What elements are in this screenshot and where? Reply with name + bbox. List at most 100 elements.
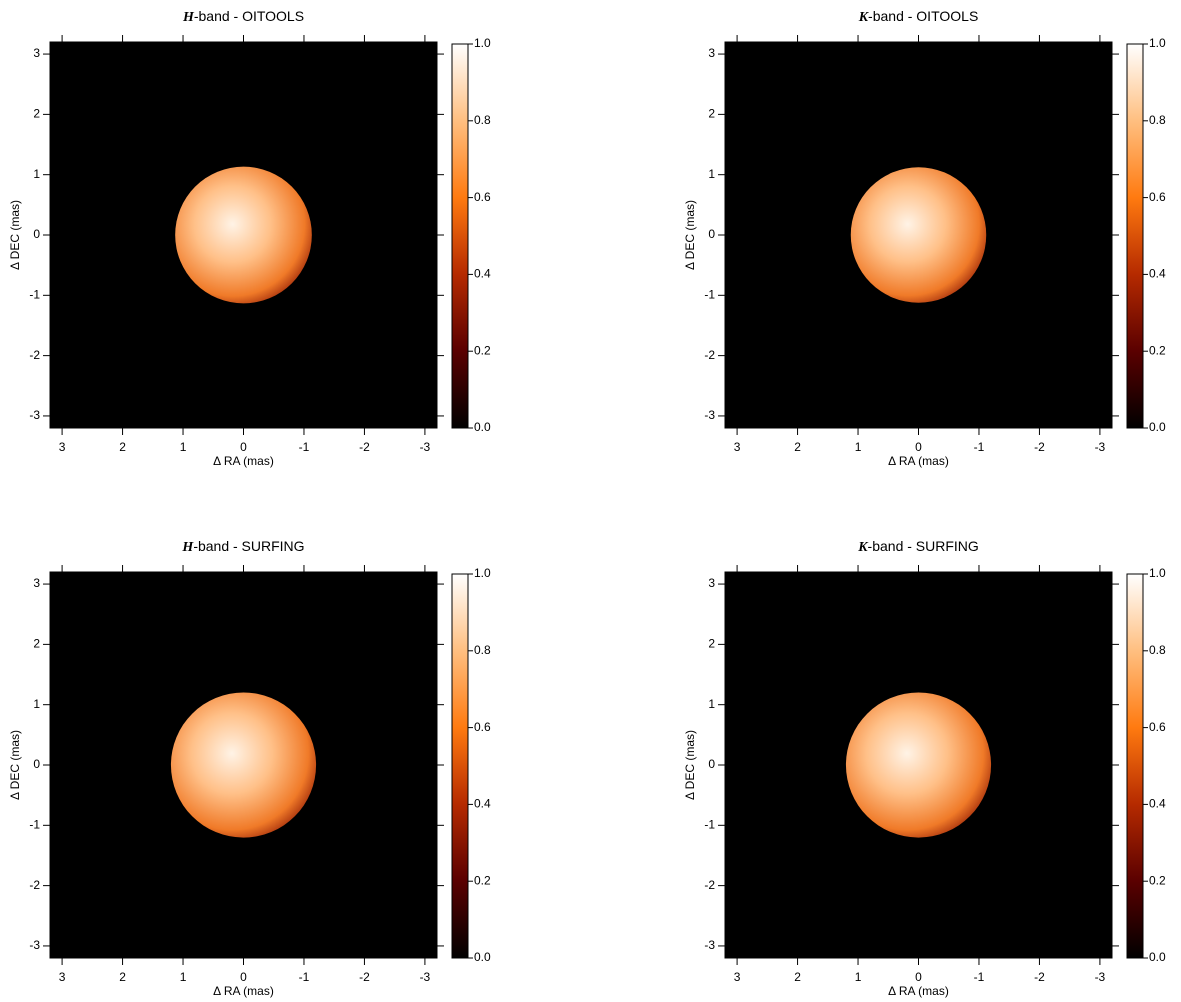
- colorbar: [1126, 573, 1144, 959]
- y-tick-label: 1: [708, 167, 715, 181]
- y-tick-label: 3: [708, 576, 715, 590]
- colorbar-tick-label: 0.6: [474, 190, 491, 204]
- y-tick-label: 3: [708, 46, 715, 60]
- x-tick-label: 2: [794, 970, 801, 984]
- x-tick-label: -1: [974, 440, 985, 454]
- x-tick-label: -2: [1034, 970, 1045, 984]
- y-tick-label: -2: [704, 878, 715, 892]
- y-tick-label: -1: [704, 287, 715, 301]
- y-tick-label: 0: [708, 757, 715, 771]
- x-tick-label: 0: [240, 970, 247, 984]
- x-tick-label: 3: [734, 970, 741, 984]
- stellar-disk: [170, 692, 317, 838]
- colorbar-tick-label: 0.2: [474, 873, 491, 887]
- y-tick-label: 1: [33, 697, 40, 711]
- colorbar-tick-label: 0.0: [474, 950, 491, 964]
- colorbar-tick-label: 0.8: [474, 643, 491, 657]
- x-tick-label: 1: [855, 440, 862, 454]
- x-axis-label: Δ RA (mas): [213, 984, 274, 998]
- x-tick-label: -2: [359, 970, 370, 984]
- y-tick-label: 0: [33, 227, 40, 241]
- x-tick-label: 2: [119, 440, 126, 454]
- colorbar-tick-label: 0.2: [474, 343, 491, 357]
- colorbar: [451, 573, 469, 959]
- stellar-disk: [845, 692, 992, 838]
- colorbar-tick-label: 0.0: [1149, 950, 1166, 964]
- x-tick-label: -2: [359, 440, 370, 454]
- x-tick-label: -3: [420, 970, 431, 984]
- y-tick-label: 2: [708, 107, 715, 121]
- colorbar-tick-label: 0.0: [1149, 420, 1166, 434]
- x-tick-label: 0: [915, 440, 922, 454]
- x-tick-label: 1: [180, 440, 187, 454]
- panel-title: H-band - OITOOLS: [182, 8, 305, 25]
- x-axis-label: Δ RA (mas): [888, 454, 949, 468]
- y-tick-label: 0: [708, 227, 715, 241]
- y-tick-label: -2: [29, 878, 40, 892]
- colorbar-tick-label: 0.4: [1149, 267, 1166, 281]
- colorbar-tick-label: 0.4: [1149, 797, 1166, 811]
- y-tick-label: -3: [29, 938, 40, 952]
- colorbar-tick-label: 1.0: [474, 566, 491, 580]
- x-tick-label: 3: [59, 970, 66, 984]
- y-axis-label: Δ DEC (mas): [8, 730, 22, 800]
- colorbar-tick-label: 1.0: [474, 36, 491, 50]
- colorbar: [451, 43, 469, 429]
- y-tick-label: 2: [33, 107, 40, 121]
- y-axis-label: Δ DEC (mas): [683, 730, 697, 800]
- y-tick-label: -3: [704, 408, 715, 422]
- y-tick-label: 1: [33, 167, 40, 181]
- colorbar-tick-label: 1.0: [1149, 566, 1166, 580]
- colorbar-tick-label: 0.6: [1149, 720, 1166, 734]
- colorbar-tick-label: 1.0: [1149, 36, 1166, 50]
- colorbar-tick-label: 0.8: [1149, 113, 1166, 127]
- colorbar-tick-label: 0.4: [474, 797, 491, 811]
- colorbar-tick-label: 0.6: [474, 720, 491, 734]
- x-tick-label: 3: [734, 440, 741, 454]
- x-tick-label: 2: [794, 440, 801, 454]
- y-tick-label: 2: [33, 637, 40, 651]
- y-tick-label: -2: [704, 348, 715, 362]
- y-tick-label: 1: [708, 697, 715, 711]
- y-axis-label: Δ DEC (mas): [683, 200, 697, 270]
- colorbar-tick-label: 0.0: [474, 420, 491, 434]
- colorbar-tick-label: 0.2: [1149, 873, 1166, 887]
- colorbar-tick-label: 0.4: [474, 267, 491, 281]
- y-tick-label: 2: [708, 637, 715, 651]
- colorbar-tick-label: 0.8: [474, 113, 491, 127]
- x-tick-label: 3: [59, 440, 66, 454]
- x-tick-label: -1: [974, 970, 985, 984]
- x-tick-label: 0: [915, 970, 922, 984]
- panel-title: K-band - OITOOLS: [858, 8, 979, 25]
- y-tick-label: -3: [29, 408, 40, 422]
- x-tick-label: 1: [180, 970, 187, 984]
- y-tick-label: -3: [704, 938, 715, 952]
- stellar-disk: [850, 167, 987, 303]
- colorbar-tick-label: 0.2: [1149, 343, 1166, 357]
- x-tick-label: 2: [119, 970, 126, 984]
- x-tick-label: 1: [855, 970, 862, 984]
- stellar-disk: [175, 166, 312, 304]
- y-tick-label: -2: [29, 348, 40, 362]
- x-tick-label: -1: [299, 970, 310, 984]
- panel-title: H-band - SURFING: [182, 538, 305, 555]
- x-axis-label: Δ RA (mas): [888, 984, 949, 998]
- y-tick-label: -1: [29, 817, 40, 831]
- colorbar-tick-label: 0.6: [1149, 190, 1166, 204]
- x-tick-label: -3: [1095, 440, 1106, 454]
- colorbar-tick-label: 0.8: [1149, 643, 1166, 657]
- panel-title: K-band - SURFING: [858, 538, 979, 555]
- y-tick-label: -1: [704, 817, 715, 831]
- x-tick-label: -1: [299, 440, 310, 454]
- y-tick-label: 3: [33, 46, 40, 60]
- x-tick-label: -3: [420, 440, 431, 454]
- y-axis-label: Δ DEC (mas): [8, 200, 22, 270]
- colorbar: [1126, 43, 1144, 429]
- y-tick-label: 3: [33, 576, 40, 590]
- y-tick-label: 0: [33, 757, 40, 771]
- x-tick-label: -2: [1034, 440, 1045, 454]
- x-axis-label: Δ RA (mas): [213, 454, 274, 468]
- x-tick-label: 0: [240, 440, 247, 454]
